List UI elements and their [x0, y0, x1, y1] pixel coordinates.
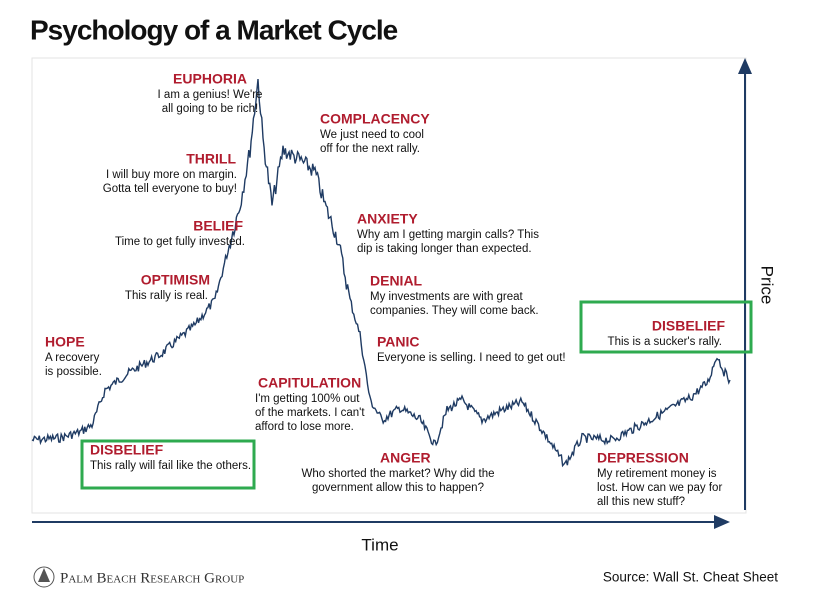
annotation-text: lost. How can we pay for: [597, 482, 722, 494]
logo-icon: [38, 568, 50, 582]
annotation-text: My investments are with great: [370, 291, 524, 303]
annotation-text: Time to get fully invested.: [115, 236, 245, 248]
annotation-text: off for the next rally.: [320, 143, 420, 155]
y-axis-label: Price: [758, 266, 777, 305]
annotation-text: all going to be rich!: [162, 103, 259, 115]
annotation-text: We just need to cool: [320, 129, 424, 141]
annotation-heading: CAPITULATION: [258, 375, 361, 391]
plot-area: [31, 79, 731, 468]
annotation-heading: DISBELIEF: [90, 442, 164, 458]
logo-icon: [33, 566, 55, 588]
annotation-heading: EUPHORIA: [173, 71, 247, 87]
annotation-text: My retirement money is: [597, 468, 717, 480]
annotation-text: companies. They will come back.: [370, 305, 539, 317]
annotation-heading: ANXIETY: [357, 211, 418, 227]
annotation-text: I will buy more on margin.: [106, 169, 237, 181]
annotation-text: Who shorted the market? Why did the: [301, 468, 494, 480]
annotation-heading: THRILL: [186, 151, 236, 167]
annotation-heading: PANIC: [377, 334, 420, 350]
annotation-text: I'm getting 100% out: [255, 393, 360, 405]
annotation-heading: ANGER: [380, 450, 431, 466]
annotation-heading: DISBELIEF: [652, 318, 726, 334]
annotation-text: This is a sucker's rally.: [608, 336, 722, 348]
annotation-text: dip is taking longer than expected.: [357, 243, 532, 255]
annotation-text: government allow this to happen?: [312, 482, 484, 494]
annotation-heading: BELIEF: [193, 218, 243, 234]
annotation-text: of the markets. I can't: [255, 407, 365, 419]
annotation-heading: OPTIMISM: [141, 272, 210, 288]
annotation-heading: DEPRESSION: [597, 450, 689, 466]
annotation-text: This rally is real.: [125, 290, 208, 302]
annotation-text: all this new stuff?: [597, 496, 685, 508]
logo: [33, 566, 55, 588]
annotation-text: Everyone is selling. I need to get out!: [377, 352, 566, 364]
annotation-text: afford to lose more.: [255, 421, 354, 433]
annotation-heading: COMPLACENCY: [320, 111, 430, 127]
annotation-text: I am a genius! We're: [158, 89, 263, 101]
x-arrow: [714, 515, 730, 529]
highlight-box: [579, 300, 753, 354]
logo-text: Palm Beach Research Group: [60, 570, 244, 586]
price-line: [31, 79, 731, 468]
annotation-heading: HOPE: [45, 334, 85, 350]
annotation-text: Gotta tell everyone to buy!: [103, 183, 237, 195]
annotation-text: A recovery: [45, 352, 100, 364]
annotation-text: This rally will fail like the others.: [90, 460, 251, 472]
annotation-text: Why am I getting margin calls? This: [357, 229, 539, 241]
title: Psychology of a Market Cycle: [30, 14, 398, 45]
source: Source: Wall St. Cheat Sheet: [603, 570, 778, 585]
annotation-heading: DENIAL: [370, 273, 423, 289]
y-arrow: [738, 58, 752, 74]
x-axis-label: Time: [361, 535, 398, 554]
highlight-box: [80, 439, 256, 490]
annotation-text: is possible.: [45, 366, 102, 378]
